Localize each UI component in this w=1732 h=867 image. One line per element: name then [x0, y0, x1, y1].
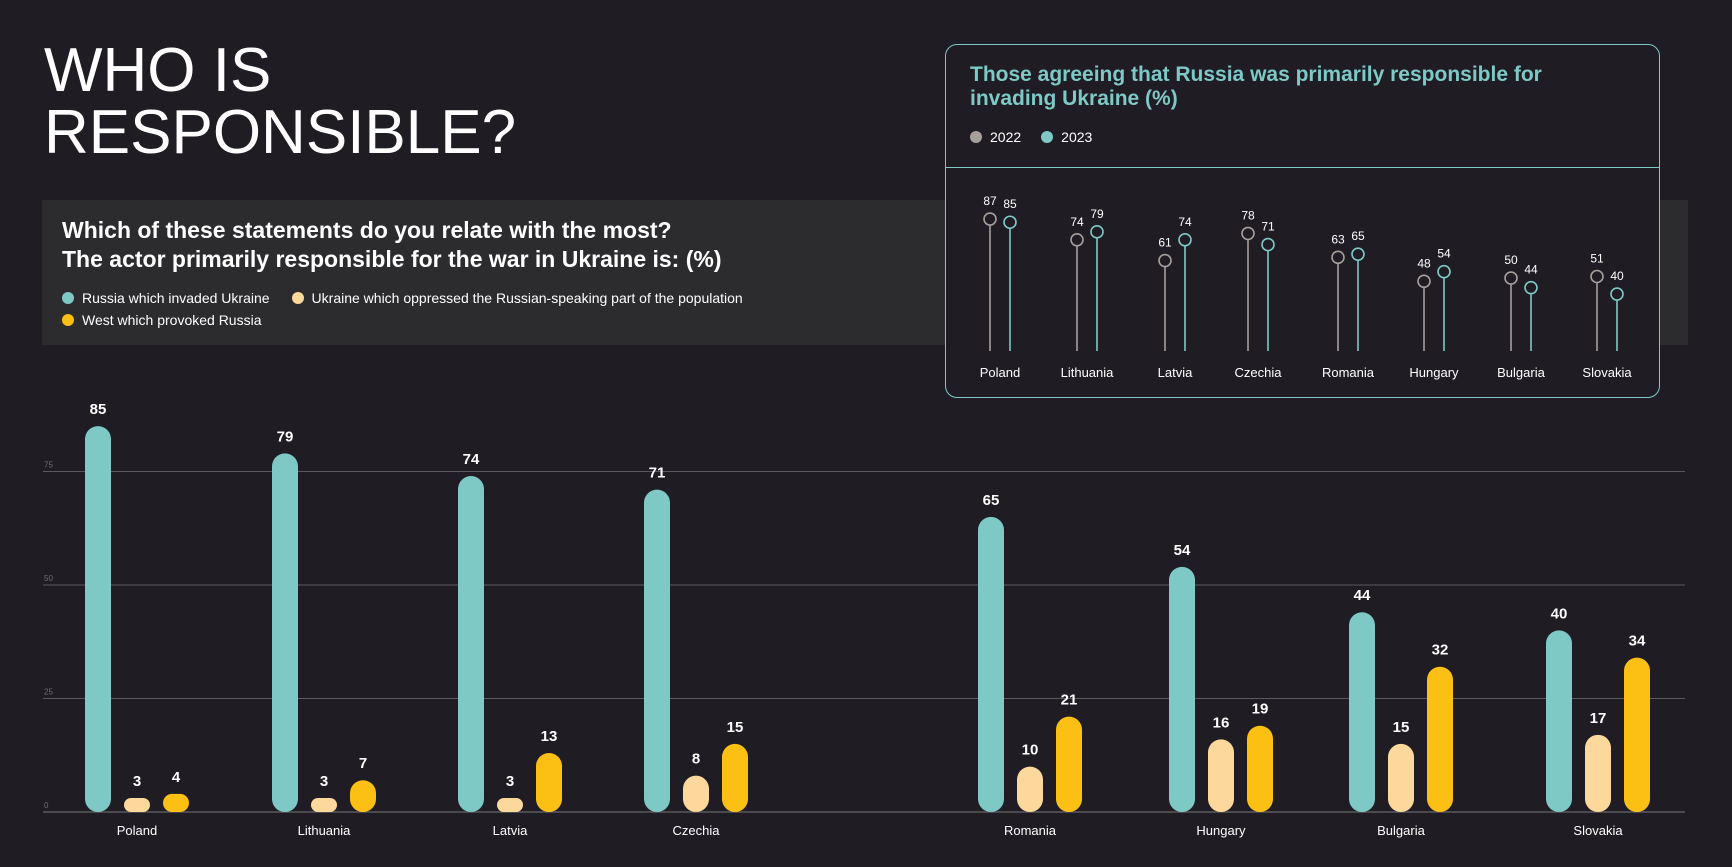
bar — [1546, 630, 1572, 812]
data-label: 40 — [1551, 605, 1568, 622]
main-legend-row1: Russia which invaded Ukraine Ukraine whi… — [62, 290, 743, 306]
data-label: 3 — [320, 773, 328, 790]
bar — [497, 798, 523, 812]
y-tick-label: 50 — [44, 574, 53, 583]
legend-dot — [970, 131, 982, 143]
bar — [1017, 766, 1043, 812]
bar — [1585, 734, 1611, 812]
data-label: 85 — [90, 401, 107, 418]
page-title: WHO IS RESPONSIBLE? — [44, 36, 517, 167]
main-legend-row2: West which provoked Russia — [62, 312, 261, 328]
data-label: 8 — [692, 751, 700, 768]
data-label: 54 — [1174, 542, 1191, 559]
bar — [1388, 743, 1414, 812]
bar — [644, 489, 670, 812]
x-tick-label: Slovakia — [1573, 823, 1623, 838]
inset-divider — [946, 167, 1659, 168]
y-tick-label: 25 — [44, 688, 53, 697]
data-label: 34 — [1629, 633, 1646, 650]
legend-item-russia: Russia which invaded Ukraine — [62, 290, 270, 306]
bar — [311, 798, 337, 812]
data-label: 15 — [727, 719, 744, 736]
bar — [1208, 739, 1234, 812]
data-label: 79 — [277, 428, 294, 445]
bar — [458, 476, 484, 812]
inset-panel: Those agreeing that Russia was primarily… — [945, 44, 1660, 398]
data-label: 21 — [1061, 692, 1078, 709]
data-label: 65 — [983, 492, 1000, 509]
data-label: 32 — [1432, 642, 1449, 659]
legend-item-west: West which provoked Russia — [62, 312, 261, 328]
x-tick-label: Latvia — [493, 823, 528, 838]
bar — [536, 752, 562, 812]
data-label: 19 — [1252, 701, 1269, 718]
y-tick-label: 75 — [44, 461, 53, 470]
bar — [722, 743, 748, 812]
data-label: 13 — [541, 728, 558, 745]
data-label: 74 — [463, 451, 480, 468]
legend-dot — [291, 292, 304, 304]
bar — [1427, 666, 1453, 812]
bar — [272, 453, 298, 812]
x-tick-label: Lithuania — [298, 823, 352, 838]
data-label: 3 — [133, 773, 141, 790]
legend-item-2023: 2023 — [1041, 129, 1092, 145]
bar — [1247, 725, 1273, 812]
legend-dot — [1041, 131, 1054, 143]
data-label: 71 — [649, 465, 666, 482]
data-label: 44 — [1354, 587, 1371, 604]
bar — [683, 775, 709, 812]
legend-dot — [62, 314, 74, 326]
bar — [1056, 716, 1082, 812]
bar — [85, 426, 111, 812]
data-label: 7 — [359, 755, 367, 772]
data-label: 17 — [1590, 710, 1607, 727]
x-tick-label: Romania — [1004, 823, 1057, 838]
bar — [1624, 657, 1650, 812]
x-tick-label: Bulgaria — [1377, 823, 1425, 838]
inset-title: Those agreeing that Russia was primarily… — [970, 63, 1542, 110]
y-tick-label: 0 — [44, 801, 49, 810]
bar — [1349, 612, 1375, 812]
data-label: 3 — [506, 773, 514, 790]
x-tick-label: Hungary — [1196, 823, 1246, 838]
legend-item-ukraine: Ukraine which oppressed the Russian-spea… — [291, 290, 743, 306]
bar — [350, 780, 376, 812]
inset-legend: 2022 2023 — [970, 129, 1092, 145]
data-label: 10 — [1022, 742, 1039, 759]
data-label: 16 — [1213, 714, 1230, 731]
legend-dot — [62, 292, 74, 304]
question-text: Which of these statements do you relate … — [62, 217, 722, 272]
bar — [163, 793, 189, 812]
bar — [978, 516, 1004, 812]
bar — [124, 798, 150, 812]
legend-item-2022: 2022 — [970, 129, 1021, 145]
data-label: 4 — [172, 769, 181, 786]
bar — [1169, 566, 1195, 812]
data-label: 15 — [1393, 719, 1410, 736]
x-tick-label: Czechia — [673, 823, 721, 838]
x-tick-label: Poland — [117, 823, 157, 838]
